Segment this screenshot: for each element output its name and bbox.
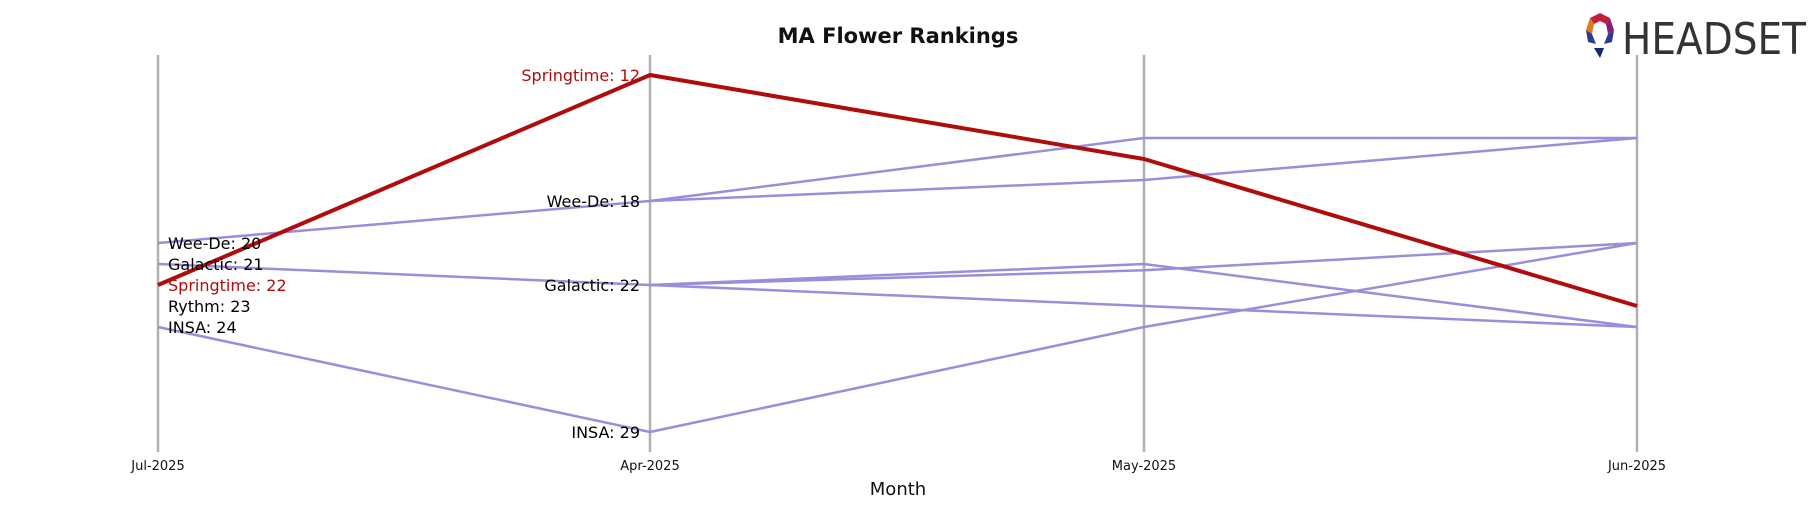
- headset-logo-text: HEADSET: [1622, 14, 1806, 62]
- series-lines: [157, 73, 1638, 434]
- point-label-rythm-jul-2025: Rythm: 23: [168, 297, 251, 316]
- point-label-insa-apr-2025: INSA: 29: [571, 423, 640, 442]
- point-label-springtime-apr-2025: Springtime: 12: [521, 66, 640, 85]
- x-tick-may-2025: May-2025: [1112, 459, 1176, 474]
- headset-logo-icon: [1586, 13, 1614, 58]
- chart-title: MA Flower Rankings: [778, 24, 1019, 48]
- headset-logo: HEADSET: [1586, 13, 1806, 62]
- series-line-springtime: [157, 73, 1638, 308]
- x-axis-label: Month: [870, 479, 926, 500]
- x-tick-labels: Jul-2025 Apr-2025 May-2025 Jun-2025: [130, 459, 1666, 474]
- month-axes: [156, 55, 1639, 452]
- x-tick-apr-2025: Apr-2025: [620, 459, 679, 474]
- point-label-galactic-jul-2025: Galactic: 21: [168, 255, 264, 274]
- point-label-springtime-jul-2025: Springtime: 22: [168, 276, 287, 295]
- series-line-wee-de: [157, 136, 1637, 245]
- series-line-brand-6: [649, 241, 1638, 287]
- series-line-brand-7: [649, 283, 1638, 329]
- x-tick-jul-2025: Jul-2025: [130, 459, 184, 474]
- point-labels: Wee-De: 20 Galactic: 21 Springtime: 22 Ryth…: [168, 66, 640, 442]
- series-line-galactic: [157, 262, 1638, 329]
- point-label-wee-de-apr-2025: Wee-De: 18: [547, 192, 640, 211]
- point-label-insa-jul-2025: INSA: 24: [168, 318, 237, 337]
- series-line-insa: [157, 241, 1638, 434]
- x-tick-jun-2025: Jun-2025: [1607, 459, 1666, 474]
- point-label-wee-de-jul-2025: Wee-De: 20: [168, 234, 261, 253]
- series-line-brand-5: [649, 136, 1638, 203]
- point-label-galactic-apr-2025: Galactic: 22: [544, 276, 640, 295]
